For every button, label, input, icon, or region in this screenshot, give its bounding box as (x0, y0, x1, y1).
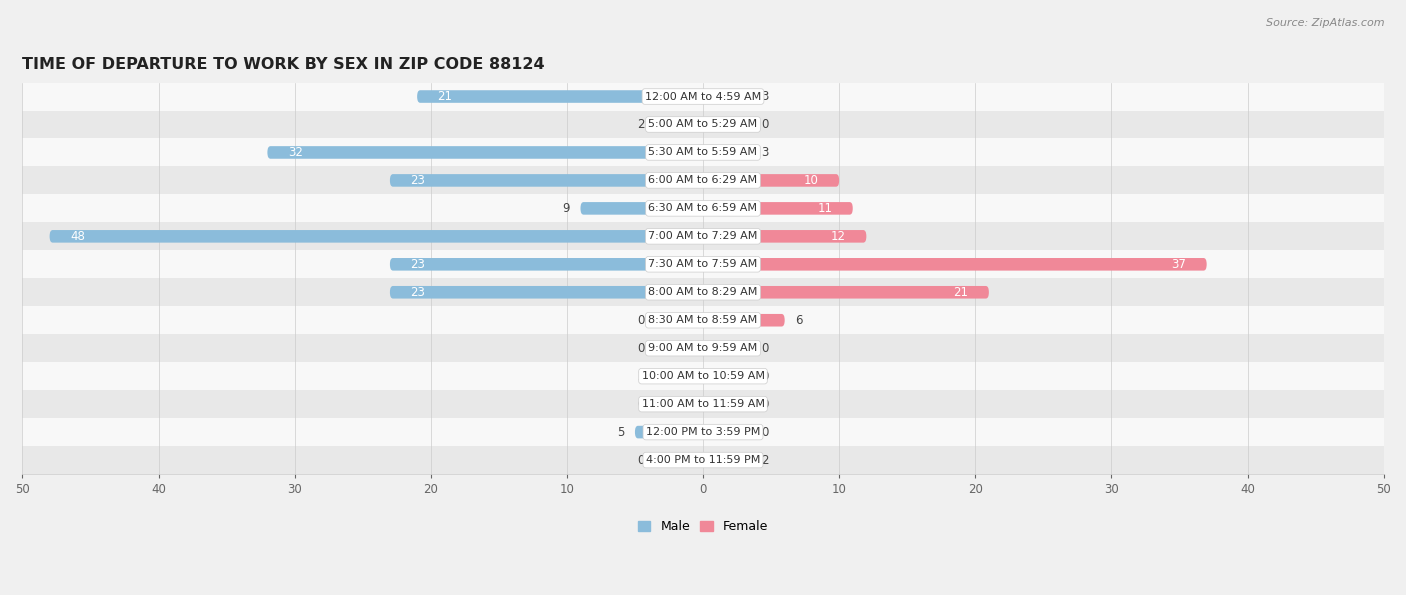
Text: 6:30 AM to 6:59 AM: 6:30 AM to 6:59 AM (648, 203, 758, 214)
Text: 0: 0 (762, 342, 769, 355)
Text: 32: 32 (288, 146, 302, 159)
FancyBboxPatch shape (703, 286, 988, 299)
Text: 0: 0 (637, 314, 644, 327)
Text: 8:30 AM to 8:59 AM: 8:30 AM to 8:59 AM (648, 315, 758, 325)
FancyBboxPatch shape (703, 174, 839, 187)
Text: 2: 2 (762, 453, 769, 466)
Text: 10: 10 (804, 174, 818, 187)
FancyBboxPatch shape (655, 398, 703, 411)
Text: 3: 3 (762, 146, 769, 159)
Text: 0: 0 (762, 397, 769, 411)
Text: TIME OF DEPARTURE TO WORK BY SEX IN ZIP CODE 88124: TIME OF DEPARTURE TO WORK BY SEX IN ZIP … (22, 57, 546, 71)
FancyBboxPatch shape (655, 342, 703, 355)
Bar (22, 418, 1384, 446)
Text: 10:00 AM to 10:59 AM: 10:00 AM to 10:59 AM (641, 371, 765, 381)
Text: 7:30 AM to 7:59 AM: 7:30 AM to 7:59 AM (648, 259, 758, 270)
Text: 3: 3 (762, 90, 769, 103)
FancyBboxPatch shape (636, 426, 703, 439)
Text: 0: 0 (762, 118, 769, 131)
Bar (22, 250, 1384, 278)
Bar (22, 223, 1384, 250)
FancyBboxPatch shape (703, 202, 852, 215)
FancyBboxPatch shape (703, 426, 751, 439)
Bar (22, 446, 1384, 474)
FancyBboxPatch shape (418, 90, 703, 103)
Bar (22, 278, 1384, 306)
FancyBboxPatch shape (703, 146, 751, 159)
Legend: Male, Female: Male, Female (633, 515, 773, 538)
Text: 11: 11 (817, 202, 832, 215)
Text: 21: 21 (437, 90, 453, 103)
Text: 0: 0 (637, 397, 644, 411)
Text: 2: 2 (637, 369, 644, 383)
FancyBboxPatch shape (703, 454, 751, 466)
Text: 11:00 AM to 11:59 AM: 11:00 AM to 11:59 AM (641, 399, 765, 409)
Text: 4:00 PM to 11:59 PM: 4:00 PM to 11:59 PM (645, 455, 761, 465)
Text: 0: 0 (762, 369, 769, 383)
Bar (22, 111, 1384, 139)
FancyBboxPatch shape (389, 258, 703, 271)
Bar (22, 334, 1384, 362)
FancyBboxPatch shape (703, 342, 751, 355)
FancyBboxPatch shape (703, 398, 751, 411)
FancyBboxPatch shape (655, 118, 703, 131)
Text: 37: 37 (1171, 258, 1187, 271)
FancyBboxPatch shape (49, 230, 703, 243)
Text: 12: 12 (831, 230, 846, 243)
Bar (22, 167, 1384, 195)
Text: 2: 2 (637, 118, 644, 131)
Text: Source: ZipAtlas.com: Source: ZipAtlas.com (1267, 18, 1385, 28)
Text: 7:00 AM to 7:29 AM: 7:00 AM to 7:29 AM (648, 231, 758, 242)
Text: 23: 23 (411, 174, 425, 187)
FancyBboxPatch shape (703, 370, 751, 383)
Text: 21: 21 (953, 286, 969, 299)
Text: 23: 23 (411, 286, 425, 299)
Text: 6:00 AM to 6:29 AM: 6:00 AM to 6:29 AM (648, 176, 758, 186)
FancyBboxPatch shape (655, 370, 703, 383)
Text: 9:00 AM to 9:59 AM: 9:00 AM to 9:59 AM (648, 343, 758, 353)
Text: 12:00 PM to 3:59 PM: 12:00 PM to 3:59 PM (645, 427, 761, 437)
FancyBboxPatch shape (703, 118, 751, 131)
Text: 48: 48 (70, 230, 84, 243)
FancyBboxPatch shape (703, 230, 866, 243)
Text: 0: 0 (637, 342, 644, 355)
Text: 5: 5 (617, 425, 624, 439)
Text: 6: 6 (796, 314, 803, 327)
FancyBboxPatch shape (655, 314, 703, 327)
Text: 12:00 AM to 4:59 AM: 12:00 AM to 4:59 AM (645, 92, 761, 102)
Text: 9: 9 (562, 202, 569, 215)
FancyBboxPatch shape (581, 202, 703, 215)
FancyBboxPatch shape (655, 454, 703, 466)
FancyBboxPatch shape (389, 174, 703, 187)
FancyBboxPatch shape (389, 286, 703, 299)
FancyBboxPatch shape (703, 314, 785, 327)
FancyBboxPatch shape (703, 90, 751, 103)
Text: 23: 23 (411, 258, 425, 271)
Bar (22, 139, 1384, 167)
Bar (22, 306, 1384, 334)
Text: 8:00 AM to 8:29 AM: 8:00 AM to 8:29 AM (648, 287, 758, 298)
Text: 5:00 AM to 5:29 AM: 5:00 AM to 5:29 AM (648, 120, 758, 130)
Text: 0: 0 (762, 425, 769, 439)
FancyBboxPatch shape (703, 258, 1206, 271)
Bar (22, 195, 1384, 223)
Text: 0: 0 (637, 453, 644, 466)
Text: 5:30 AM to 5:59 AM: 5:30 AM to 5:59 AM (648, 148, 758, 158)
Bar (22, 390, 1384, 418)
FancyBboxPatch shape (267, 146, 703, 159)
Bar (22, 362, 1384, 390)
Bar (22, 83, 1384, 111)
